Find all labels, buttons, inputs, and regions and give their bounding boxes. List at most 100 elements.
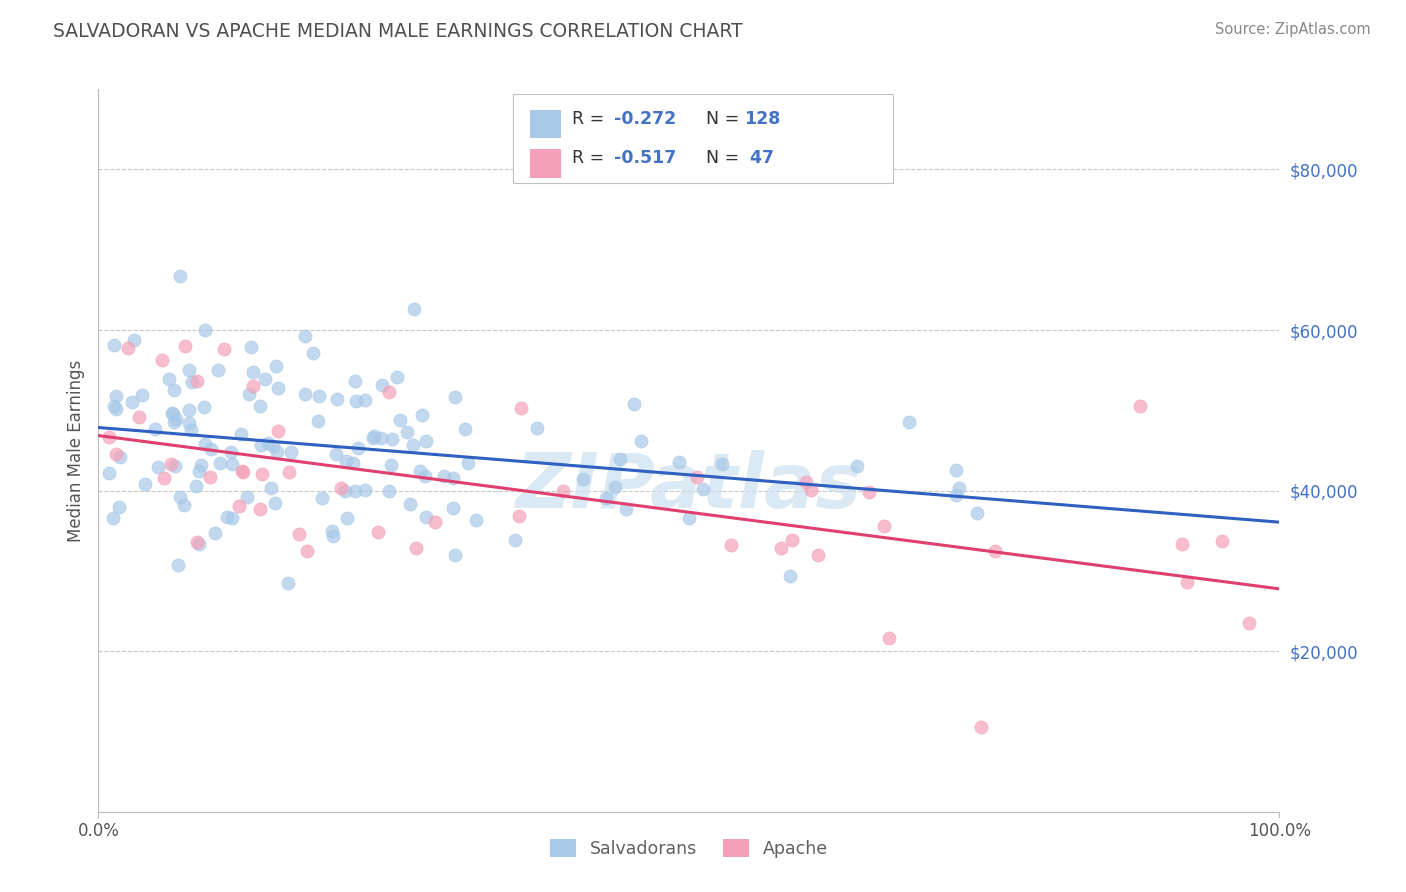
Point: [167, 558, 190, 572]
Text: 47: 47: [744, 149, 773, 167]
Point: [415, 434, 437, 448]
Point: [264, 359, 287, 373]
Point: [117, 342, 139, 356]
Point: [343, 483, 366, 498]
Point: [441, 501, 464, 516]
Point: [157, 372, 180, 386]
Point: [148, 460, 170, 475]
Point: [441, 471, 464, 485]
Text: -0.272: -0.272: [614, 110, 676, 128]
Text: R =: R =: [572, 149, 610, 167]
Point: [194, 322, 217, 336]
Point: [186, 374, 208, 388]
Point: [121, 394, 143, 409]
Point: [134, 476, 156, 491]
Point: [264, 496, 287, 510]
Point: [503, 533, 526, 547]
Point: [335, 454, 357, 468]
Point: [236, 490, 259, 504]
Point: [807, 549, 830, 563]
Point: [415, 510, 437, 524]
Point: [720, 538, 742, 552]
Point: [228, 499, 250, 513]
Point: [295, 544, 318, 558]
Point: [342, 456, 364, 470]
Point: [302, 345, 325, 359]
Point: [221, 457, 243, 471]
Y-axis label: Median Male Earnings: Median Male Earnings: [66, 359, 84, 541]
Point: [402, 437, 425, 451]
Point: [948, 481, 970, 495]
Point: [311, 491, 333, 506]
Point: [266, 445, 288, 459]
Point: [572, 472, 595, 486]
Point: [770, 541, 793, 555]
Point: [361, 431, 384, 445]
Point: [207, 363, 229, 377]
Point: [614, 502, 637, 516]
Text: R =: R =: [572, 110, 610, 128]
Point: [984, 544, 1007, 558]
Point: [367, 524, 389, 539]
Point: [354, 393, 377, 408]
Point: [97, 429, 120, 443]
Point: [433, 468, 456, 483]
Point: [603, 480, 626, 494]
Point: [630, 434, 652, 448]
Point: [668, 455, 690, 469]
Point: [262, 440, 284, 454]
Point: [508, 509, 530, 524]
Point: [966, 506, 988, 520]
Point: [179, 363, 201, 377]
Point: [1211, 533, 1233, 548]
Point: [143, 422, 166, 436]
Point: [344, 374, 367, 388]
Point: [163, 458, 186, 473]
Point: [1129, 399, 1152, 413]
Point: [131, 388, 153, 402]
Point: [267, 425, 290, 439]
Point: [232, 465, 254, 479]
Text: -0.517: -0.517: [614, 149, 676, 167]
Point: [177, 416, 200, 430]
Point: [872, 519, 894, 533]
Point: [169, 490, 191, 504]
Point: [800, 483, 823, 497]
Point: [609, 452, 631, 467]
Point: [330, 481, 353, 495]
Point: [411, 408, 433, 422]
Point: [280, 444, 302, 458]
Point: [623, 396, 645, 410]
Point: [242, 378, 264, 392]
Point: [898, 415, 921, 429]
Point: [238, 386, 260, 401]
Text: N =: N =: [706, 110, 745, 128]
Point: [595, 491, 617, 505]
Point: [425, 515, 447, 529]
Point: [692, 482, 714, 496]
Point: [254, 372, 277, 386]
Point: [173, 498, 195, 512]
Point: [457, 456, 479, 470]
Point: [388, 413, 411, 427]
Text: Source: ZipAtlas.com: Source: ZipAtlas.com: [1215, 22, 1371, 37]
Point: [166, 412, 188, 426]
Text: N =: N =: [706, 149, 745, 167]
Point: [104, 401, 127, 416]
Point: [370, 431, 392, 445]
Point: [381, 433, 404, 447]
Point: [103, 511, 125, 525]
Point: [188, 464, 211, 478]
Point: [399, 496, 422, 510]
Point: [278, 465, 301, 479]
Point: [326, 392, 349, 406]
Point: [307, 414, 329, 428]
Point: [250, 467, 273, 481]
Point: [231, 426, 253, 441]
Point: [333, 483, 356, 498]
Point: [193, 400, 215, 414]
Point: [108, 500, 131, 515]
Point: [322, 529, 344, 543]
Point: [686, 470, 709, 484]
Point: [415, 468, 437, 483]
